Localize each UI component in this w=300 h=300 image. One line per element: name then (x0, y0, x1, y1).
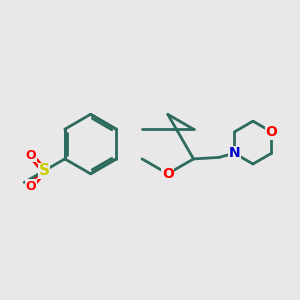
Text: O: O (266, 125, 278, 139)
Text: N: N (229, 146, 240, 160)
Text: O: O (26, 180, 36, 193)
Text: O: O (26, 149, 36, 162)
Text: O: O (162, 167, 174, 181)
Text: S: S (39, 163, 50, 178)
